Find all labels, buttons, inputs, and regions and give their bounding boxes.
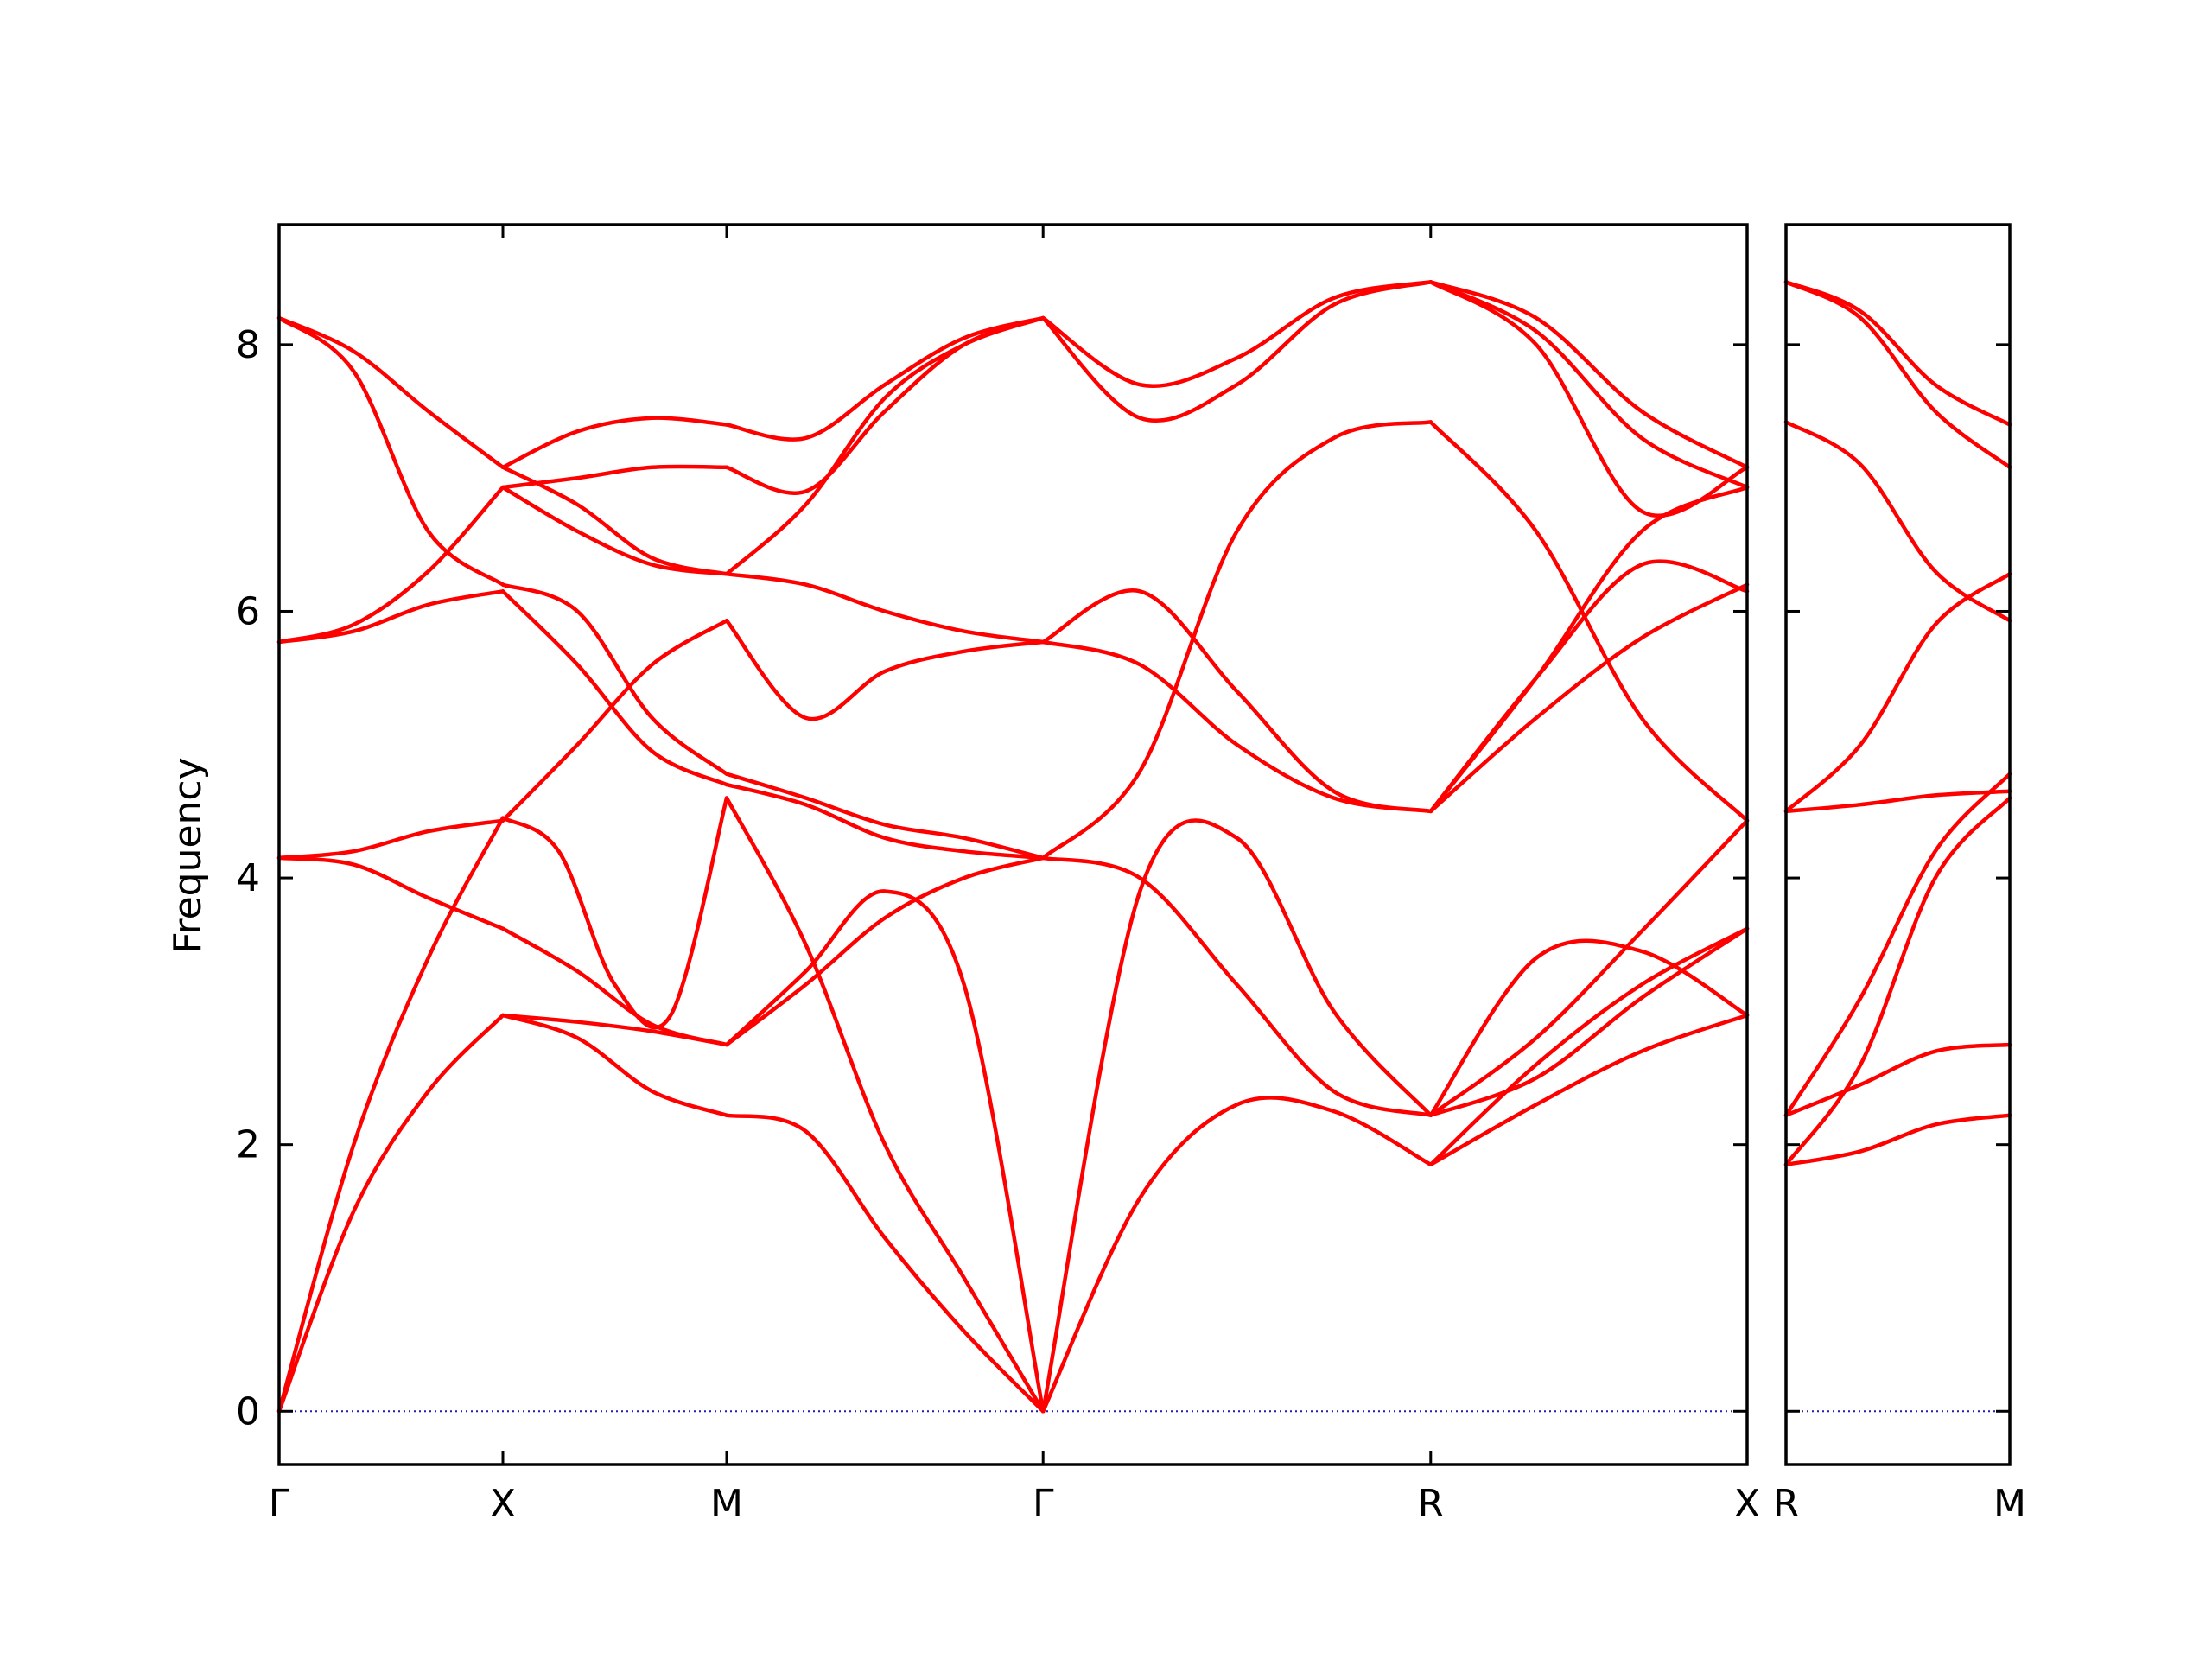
band-main-seg1-1 xyxy=(500,1013,729,1047)
band-main-seg3-0 xyxy=(1040,1096,1433,1414)
x-tick-label: Γ xyxy=(1033,1482,1054,1526)
band-main-seg4-8 xyxy=(1428,420,1750,823)
y-tick-label: 0 xyxy=(236,1389,260,1433)
band-main-seg3-4 xyxy=(1040,588,1433,814)
band-main-seg4-11 xyxy=(1428,280,1750,470)
band-main-seg3-1 xyxy=(1040,818,1433,1414)
band-main-seg1-2 xyxy=(500,926,729,1047)
band-side-seg0-2 xyxy=(1783,796,2012,1167)
band-main-seg4-1 xyxy=(1428,926,1750,1167)
band-main-seg1-3 xyxy=(500,796,729,1030)
x-tick-label: Γ xyxy=(269,1482,290,1526)
y-axis-label: Frequency xyxy=(166,757,210,953)
band-main-seg1-6 xyxy=(500,582,729,776)
band-main-seg2-9 xyxy=(724,315,1046,495)
main-panel: 0 2 4 6 8 Γ X M Γ R X xyxy=(236,223,1760,1526)
band-main-seg4-4 xyxy=(1428,818,1750,1117)
band-main-seg3-6 xyxy=(1040,280,1433,388)
band-side-seg0-6 xyxy=(1783,420,2012,623)
band-main-seg2-3 xyxy=(724,796,1046,1414)
band-main-seg2-2 xyxy=(724,889,1046,1414)
band-main-seg1-10 xyxy=(500,416,729,470)
band-main-seg2-0 xyxy=(724,1113,1046,1414)
x-tick-label: M xyxy=(710,1482,743,1526)
side-axes-frame xyxy=(1784,223,2012,1466)
x-tick-label: R xyxy=(1417,1482,1444,1526)
band-side-seg0-8 xyxy=(1783,280,2012,427)
band-main-seg2-7 xyxy=(724,572,1046,645)
x-tick-label: X xyxy=(1734,1482,1760,1526)
band-main-seg0-1 xyxy=(276,816,505,1414)
band-main-seg2-5 xyxy=(724,772,1046,861)
band-main-seg1-7 xyxy=(500,485,729,576)
y-tick-label: 8 xyxy=(236,323,260,367)
band-main-seg3-5 xyxy=(1040,420,1433,861)
band-main-seg2-4 xyxy=(724,782,1046,861)
band-side-seg0-7 xyxy=(1783,280,2012,470)
band-main-seg1-4 xyxy=(500,619,729,823)
band-main-seg4-9 xyxy=(1428,280,1750,518)
band-main-seg0-0 xyxy=(276,1013,505,1414)
band-main-seg4-10 xyxy=(1428,280,1750,490)
band-main-seg4-0 xyxy=(1428,1013,1750,1167)
x-tick-label: R xyxy=(1773,1482,1800,1526)
y-tick-label: 6 xyxy=(236,589,260,633)
band-main-seg0-3 xyxy=(276,818,505,861)
band-main-seg3-7 xyxy=(1040,280,1433,423)
band-main-seg2-6 xyxy=(724,619,1046,721)
x-tick-label: X xyxy=(490,1482,516,1526)
band-main-seg2-8 xyxy=(724,315,1046,576)
band-side-seg0-1 xyxy=(1783,1042,2012,1117)
band-main-seg1-0 xyxy=(500,1013,729,1117)
x-tick-label: M xyxy=(1993,1482,2026,1526)
band-main-seg3-3 xyxy=(1040,639,1433,814)
band-main-seg0-2 xyxy=(276,855,505,931)
band-main-seg0-7 xyxy=(276,315,505,470)
y-tick-label: 4 xyxy=(236,856,260,900)
y-tick-label: 2 xyxy=(236,1123,260,1167)
band-side-seg0-4 xyxy=(1783,789,2012,814)
band-main-seg4-7 xyxy=(1428,485,1750,814)
band-main-seg0-5 xyxy=(276,485,505,645)
band-main-seg3-2 xyxy=(1040,855,1433,1117)
band-side-seg0-5 xyxy=(1783,572,2012,814)
band-main-seg4-3 xyxy=(1428,938,1750,1117)
band-main-seg0-4 xyxy=(276,589,505,645)
band-main-seg1-9 xyxy=(500,464,729,490)
band-main-seg1-5 xyxy=(500,589,729,787)
band-main-seg4-2 xyxy=(1428,926,1750,1117)
band-main-seg0-6 xyxy=(276,315,505,587)
band-side-seg0-0 xyxy=(1783,1113,2012,1167)
band-main-seg4-6 xyxy=(1428,582,1750,814)
band-side-seg0-3 xyxy=(1783,772,2012,1117)
main-axes-frame xyxy=(277,223,1749,1466)
band-main-seg2-1 xyxy=(724,855,1046,1047)
band-main-seg2-10 xyxy=(724,315,1046,442)
